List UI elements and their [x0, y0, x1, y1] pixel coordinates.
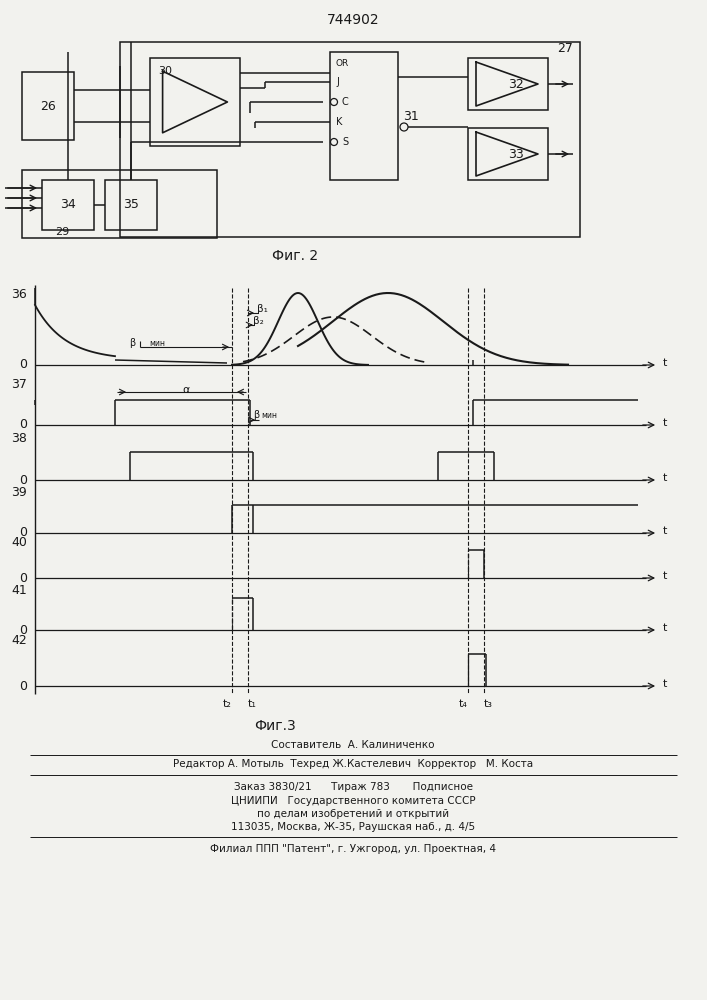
Text: 35: 35: [123, 198, 139, 212]
Text: t₃: t₃: [484, 699, 493, 709]
Bar: [468, 128, 548, 180]
Text: 31: 31: [403, 109, 419, 122]
Text: Заказ 3830/21      Тираж 783       Подписное: Заказ 3830/21 Тираж 783 Подписное: [233, 782, 472, 792]
Text: 38: 38: [11, 432, 27, 444]
Text: 36: 36: [11, 288, 27, 302]
Text: мин: мин: [149, 338, 165, 348]
Text: 37: 37: [11, 378, 27, 391]
Text: OR: OR: [336, 60, 349, 68]
Text: α: α: [183, 385, 190, 395]
Text: 113035, Москва, Ж-35, Раушская наб., д. 4/5: 113035, Москва, Ж-35, Раушская наб., д. …: [231, 822, 475, 832]
Text: 42: 42: [11, 634, 27, 647]
Text: J: J: [336, 77, 339, 87]
Text: 27: 27: [557, 41, 573, 54]
Text: 26: 26: [40, 100, 56, 112]
Bar: [22, 72, 74, 140]
Bar: [330, 52, 398, 180]
Text: 0: 0: [19, 680, 27, 692]
Text: Фиг. 2: Фиг. 2: [272, 249, 318, 263]
Text: Филиал ППП "Патент", г. Ужгород, ул. Проектная, 4: Филиал ППП "Патент", г. Ужгород, ул. Про…: [210, 844, 496, 854]
Text: β₂: β₂: [252, 316, 264, 326]
Text: 0: 0: [19, 526, 27, 540]
Text: β: β: [253, 410, 259, 420]
Text: C: C: [342, 97, 349, 107]
Text: 0: 0: [19, 359, 27, 371]
Text: S: S: [342, 137, 348, 147]
Text: 0: 0: [19, 474, 27, 487]
Text: Фиг.3: Фиг.3: [254, 719, 296, 733]
Text: t: t: [663, 418, 667, 428]
Text: 744902: 744902: [327, 13, 380, 27]
Text: 40: 40: [11, 536, 27, 548]
Bar: [150, 58, 240, 146]
Bar: [468, 58, 548, 110]
Text: t₄: t₄: [459, 699, 467, 709]
Bar: [22, 170, 217, 238]
Text: ЦНИИПИ   Государственного комитета СССР: ЦНИИПИ Государственного комитета СССР: [230, 796, 475, 806]
Text: 0: 0: [19, 572, 27, 584]
Text: мин: мин: [261, 410, 277, 420]
Text: 41: 41: [11, 584, 27, 597]
Text: Редактор А. Мотыль  Техред Ж.Кастелевич  Корректор   М. Коста: Редактор А. Мотыль Техред Ж.Кастелевич К…: [173, 759, 533, 769]
Text: по делам изобретений и открытий: по делам изобретений и открытий: [257, 809, 449, 819]
Text: 34: 34: [60, 198, 76, 212]
Text: t: t: [663, 623, 667, 633]
Text: t: t: [663, 571, 667, 581]
Text: 30: 30: [158, 66, 172, 76]
Text: 0: 0: [19, 418, 27, 432]
Text: 33: 33: [508, 147, 524, 160]
Text: 32: 32: [508, 78, 524, 91]
Text: β₁: β₁: [257, 304, 267, 314]
Text: t: t: [663, 473, 667, 483]
Text: β: β: [129, 338, 135, 348]
Bar: [120, 42, 580, 237]
Text: 0: 0: [19, 624, 27, 637]
Text: t₂: t₂: [223, 699, 231, 709]
Text: 29: 29: [55, 227, 69, 237]
Text: t₁: t₁: [247, 699, 257, 709]
Text: Составитель  А. Калиниченко: Составитель А. Калиниченко: [271, 740, 435, 750]
Text: t: t: [663, 358, 667, 368]
Text: t: t: [663, 679, 667, 689]
Bar: [105, 180, 157, 230]
Bar: [42, 180, 94, 230]
Text: K: K: [336, 117, 342, 127]
Text: 39: 39: [11, 487, 27, 499]
Text: t: t: [663, 526, 667, 536]
